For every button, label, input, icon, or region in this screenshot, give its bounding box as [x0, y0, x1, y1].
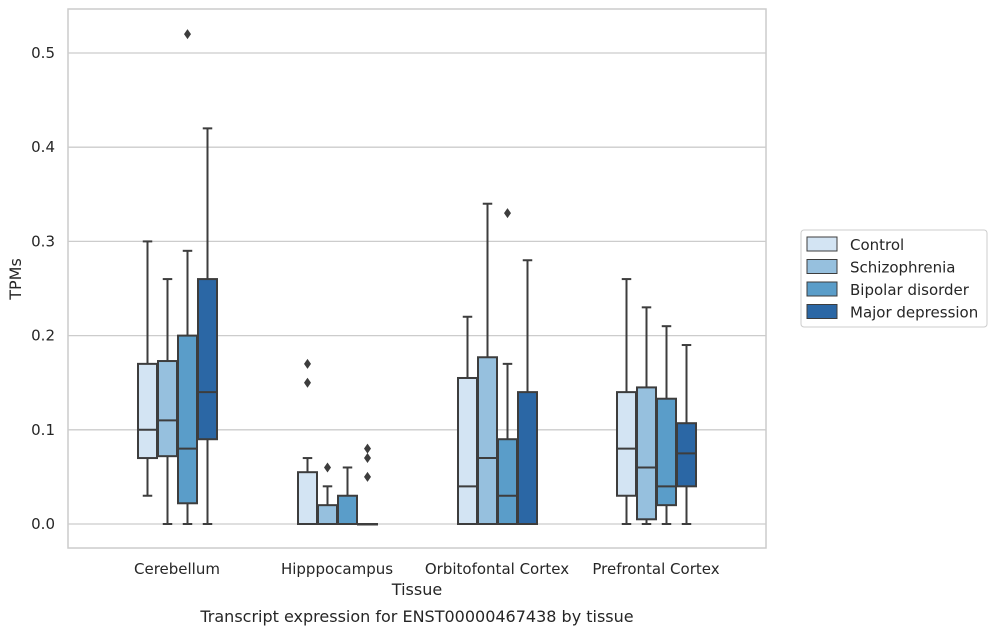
y-tick-label: 0.2 [31, 327, 55, 345]
box-major-depression-4 [676, 344, 697, 525]
box-iqr [297, 471, 318, 526]
box-iqr [616, 391, 637, 497]
y-tick-label: 0.5 [31, 44, 55, 62]
outlier-point [304, 377, 311, 388]
box-iqr [197, 278, 218, 441]
box-bipolar-disorder-2 [337, 466, 358, 525]
box-schizophrenia-1 [157, 278, 178, 525]
chart-caption: Transcript expression for ENST0000046743… [199, 607, 633, 626]
box-iqr [177, 334, 198, 505]
box-major-depression-2 [357, 443, 378, 526]
outlier-point [304, 358, 311, 369]
box-bipolar-disorder-1 [177, 29, 198, 525]
box-control-1 [137, 240, 158, 497]
y-tick-label: 0.1 [31, 421, 55, 439]
outlier-point [184, 29, 191, 40]
y-tick-labels: 0.0 0.1 0.2 0.3 0.4 0.5 [31, 44, 55, 533]
box-major-depression-3 [517, 259, 538, 525]
outlier-point [364, 443, 371, 454]
x-tick-label: Hipppocampus [281, 560, 393, 578]
box-schizophrenia-3 [477, 202, 498, 525]
box-iqr [317, 504, 338, 526]
legend-label: Major depression [850, 304, 978, 322]
y-axis-label: TPMs [6, 258, 25, 301]
y-tick-label: 0.3 [31, 232, 55, 250]
plot-area-frame [67, 8, 767, 549]
box-iqr [497, 438, 518, 525]
box-iqr [517, 391, 538, 525]
legend-swatch [806, 304, 838, 319]
legend-swatch [806, 236, 838, 252]
legend-swatch [806, 281, 838, 297]
legend-label: Schizophrenia [850, 259, 955, 277]
legend-label: Control [850, 236, 904, 254]
box-control-4 [616, 278, 637, 525]
y-tick-label: 0.0 [31, 515, 55, 533]
box-schizophrenia-4 [636, 306, 657, 525]
box-groups [137, 29, 697, 526]
y-tick-label: 0.4 [31, 138, 55, 156]
x-tick-label: Cerebellum [134, 560, 220, 578]
box-iqr [457, 376, 478, 525]
legend: Control Schizophrenia Bipolar disorder Majo… [800, 229, 988, 328]
box-iqr [656, 397, 677, 507]
outlier-point [364, 471, 371, 482]
box-iqr [676, 422, 697, 488]
x-axis-label: Tissue [391, 580, 442, 599]
x-tick-label: Orbitofontal Cortex [425, 560, 569, 578]
x-tick-labels: Cerebellum Hipppocampus Orbitofontal Corte… [134, 560, 720, 578]
box-bipolar-disorder-4 [656, 325, 677, 525]
box-control-2 [297, 358, 318, 526]
legend-label: Bipolar disorder [850, 281, 970, 299]
box-iqr [137, 362, 158, 460]
box-major-depression-1 [197, 127, 218, 525]
box-iqr [636, 386, 657, 521]
x-tick-label: Prefrontal Cortex [592, 560, 719, 578]
box-iqr [337, 494, 358, 525]
box-schizophrenia-2 [317, 462, 338, 526]
box-bipolar-disorder-3 [497, 208, 518, 525]
box-iqr [157, 360, 178, 458]
legend-frame [800, 229, 988, 328]
outlier-point [364, 453, 371, 464]
outlier-point [324, 462, 331, 473]
outlier-point [504, 208, 511, 219]
box-control-3 [457, 315, 478, 525]
box-iqr [477, 356, 498, 525]
legend-swatch [806, 259, 838, 274]
